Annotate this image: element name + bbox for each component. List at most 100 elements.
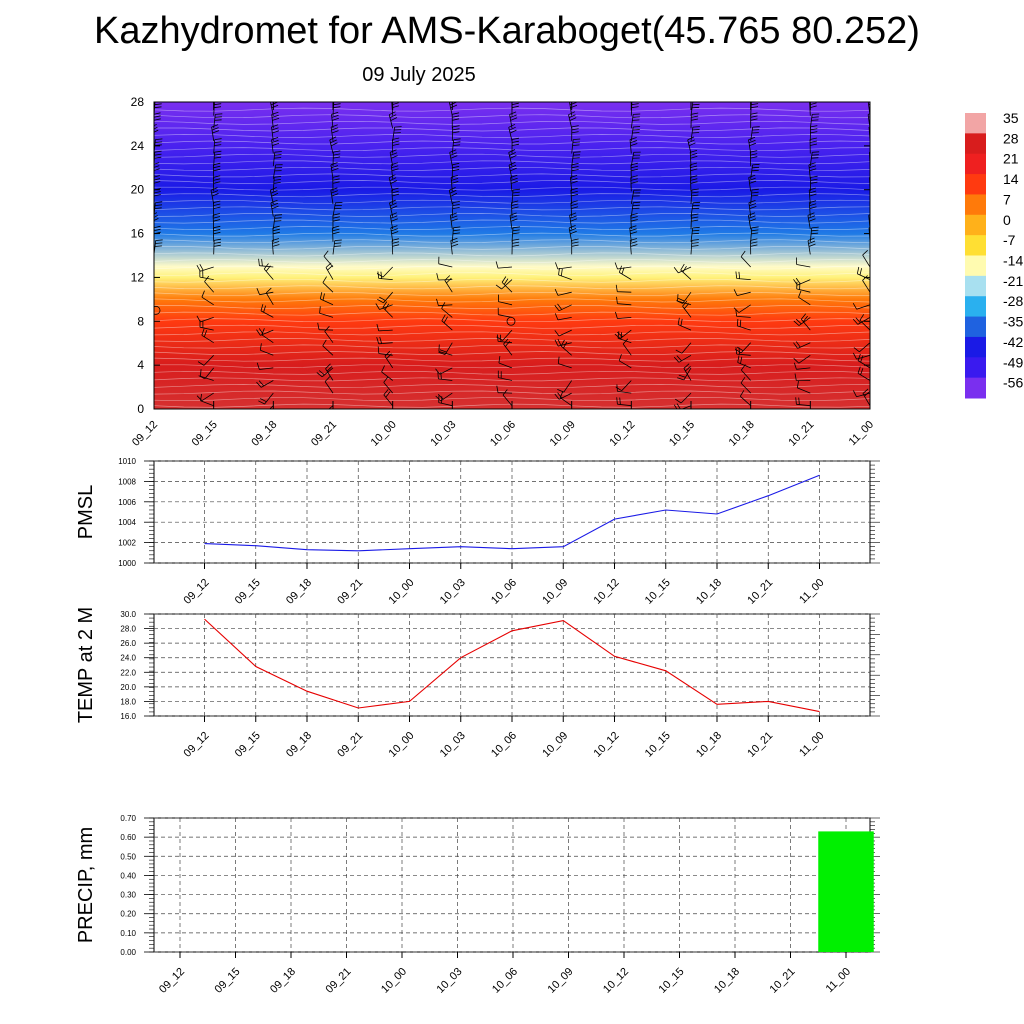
wind-barb [390,162,399,179]
wind-barb [856,266,870,280]
wind-barb [325,363,334,381]
wind-barb [330,187,339,205]
wind-barb [809,113,820,129]
wind-barb [392,137,400,154]
wind-barb [734,342,751,354]
wind-barb [690,175,698,192]
wind-barb [739,390,751,406]
wind-barb [690,226,700,242]
x-tick-label: 10_03 [438,730,468,760]
wind-barb [449,212,458,230]
wind-barb [808,200,817,217]
isotherm-line [154,351,870,355]
wind-barb [673,266,692,274]
wind-barb [675,342,692,354]
wind-barb [498,294,513,306]
wind-barb [265,287,274,306]
wind-barb [377,291,394,304]
wind-barb [748,212,757,230]
y-tick-label: 1010 [118,457,136,466]
x-tick-label: 10_18 [712,966,742,996]
wind-barb [571,102,573,104]
wind-barb [261,328,274,344]
wind-barb [740,250,751,268]
x-tick-label: 10_00 [387,730,417,760]
wind-barb [630,126,641,141]
wind-barb [689,150,698,167]
colorbar-label: -35 [1003,314,1023,330]
wind-barb [749,150,758,167]
x-tick-label: 10_06 [489,577,519,607]
wind-barb [510,174,519,192]
wind-barb [862,250,870,268]
wind-barb [571,138,581,154]
wind-barb [435,392,453,402]
wind-barb [736,318,751,331]
wind-barb [256,362,274,370]
x-tick-label: 10_15 [643,730,673,760]
wind-barb [740,376,751,394]
wind-barb [272,102,274,104]
wind-barb [201,290,214,306]
precip-panel: 0.00 0.10 0.20 0.30 0.40 0.50 0.60 0.70 09_12 09_… [75,814,880,996]
wind-barb [554,338,572,347]
y-tick-label: 1002 [118,539,136,548]
wind-barb [630,113,641,129]
temp2m-panel: 16.0 18.0 20.0 22.0 24.0 26.0 28.0 30.0 09_12 09_… [75,607,880,760]
colorbar-segment [965,235,986,256]
wind-barb [392,102,394,104]
wind-barb [377,346,393,356]
wind-barb [554,303,572,312]
wind-barb [750,102,752,104]
y-tick-label: 0.40 [120,871,136,880]
x-tick-label: 09_18 [249,419,279,449]
wind-barb [748,174,757,192]
wind-barb [677,367,692,381]
isotherm-line [154,364,870,369]
isotherm-line [154,318,870,323]
x-tick-label: 10_21 [745,577,775,607]
x-tick-label: 10_18 [727,419,757,449]
isotherm-line [154,127,870,132]
wind-barb [554,288,572,296]
wind-barb [259,343,274,356]
wind-barb [324,325,334,343]
y-tick-label: 12 [131,270,145,284]
wind-barb [323,250,334,268]
y-tick-label: 0.60 [120,833,136,842]
wind-barb [196,264,214,272]
wind-barb [809,226,819,242]
wind-barb [496,385,513,394]
wind-barb [630,201,641,217]
wind-barb [807,237,816,255]
x-tick-label: 10_09 [548,419,578,449]
y-tick-label: 0.20 [120,910,136,919]
x-tick-label: 10_12 [601,966,631,996]
wind-barb [511,226,521,242]
colorbar-segment [965,336,986,358]
y-tick-label: 20 [131,183,145,197]
y-tick-label: 0.10 [120,929,136,938]
wind-barb [375,303,393,310]
x-tick-label: 10_00 [379,966,409,996]
wind-barb [674,392,692,404]
isotherm-line [154,134,870,138]
wind-barb [324,376,334,394]
wind-barb [332,239,342,255]
wind-barb [809,102,811,104]
wind-barb [869,176,870,192]
wind-barb [272,176,282,192]
x-tick-label: 10_21 [745,730,775,760]
isotherm-line [154,377,870,382]
wind-barb [569,212,578,230]
wind-barb [332,150,341,167]
wind-barb [793,354,811,364]
x-tick-label: 09_21 [335,730,365,760]
x-tick-label: 11_00 [824,966,854,996]
wind-barb [630,151,641,167]
wind-barb [451,125,460,141]
wind-barb [438,256,453,268]
y-tick-label: 18.0 [120,697,136,706]
wind-barb [256,328,274,336]
wind-barb [793,277,811,286]
